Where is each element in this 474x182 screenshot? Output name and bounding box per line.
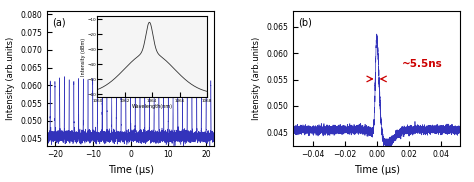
Y-axis label: Intensity (arb.units): Intensity (arb.units): [252, 37, 261, 120]
Text: (b): (b): [299, 18, 312, 28]
X-axis label: Time (μs): Time (μs): [354, 165, 400, 175]
X-axis label: Time (μs): Time (μs): [108, 165, 154, 175]
Y-axis label: Intensity (arb.units): Intensity (arb.units): [6, 37, 15, 120]
Text: ~5.5ns: ~5.5ns: [402, 60, 443, 70]
Text: (a): (a): [53, 18, 66, 28]
